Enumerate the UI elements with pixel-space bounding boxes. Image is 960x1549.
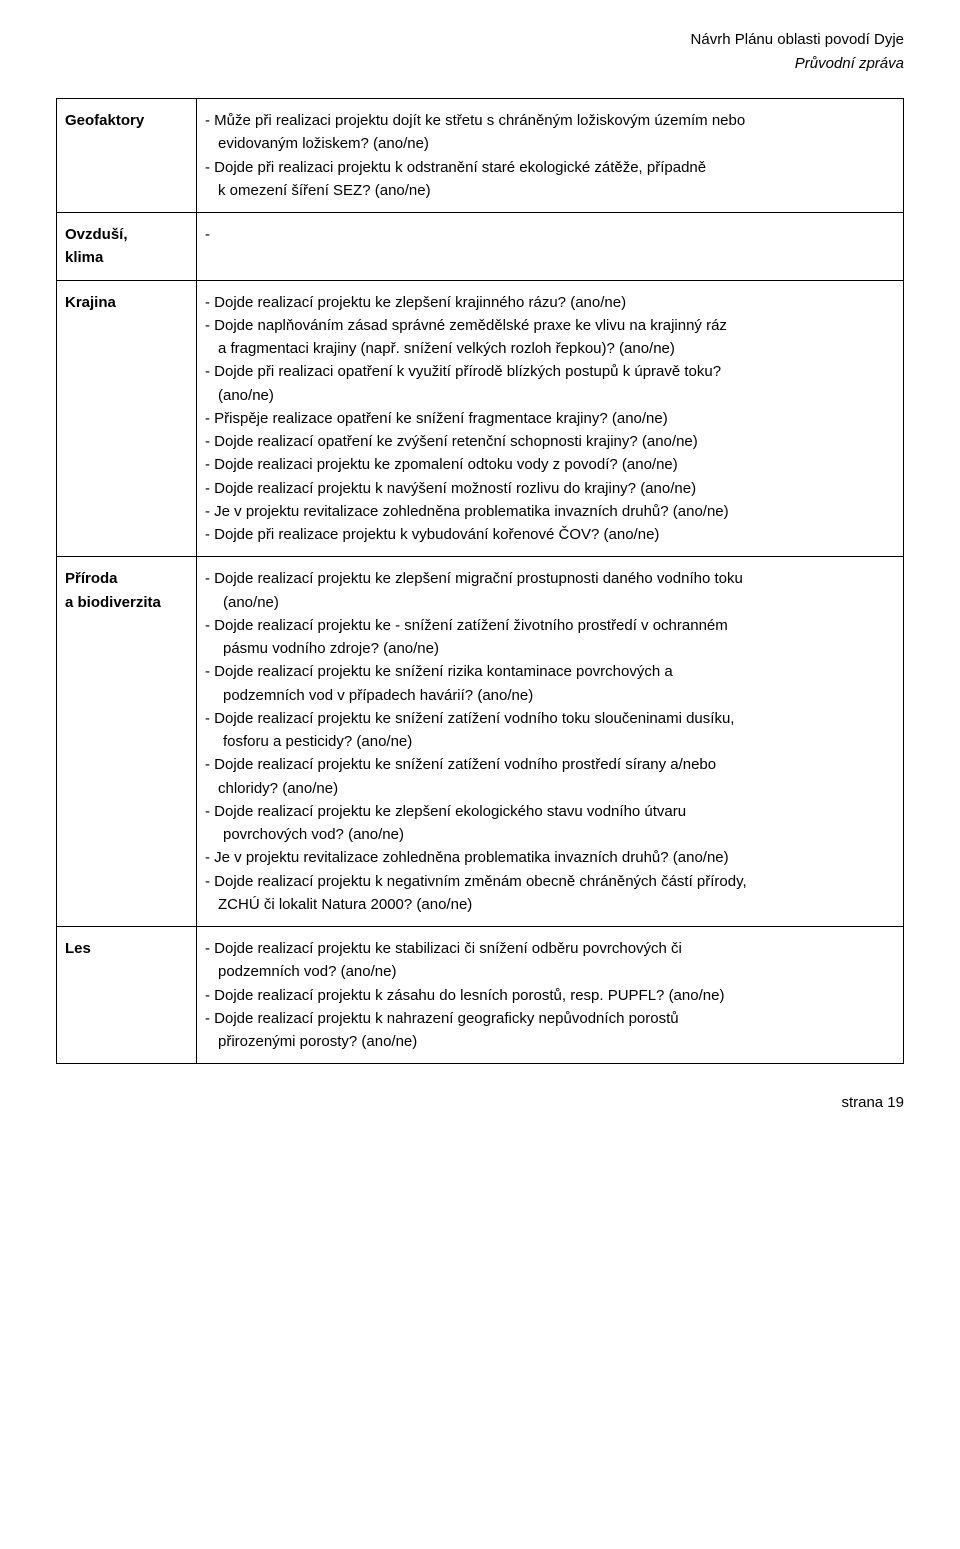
row-label-les: Les [57,927,197,1064]
content-line: (ano/ne) [205,591,895,614]
table-row: Ovzduší, klima - [57,213,904,281]
page-footer: strana 19 [56,1094,904,1111]
content-line: ZCHÚ či lokalit Natura 2000? (ano/ne) [205,893,895,916]
header-line-2: Průvodní zpráva [56,52,904,76]
content-line: - Dojde realizací projektu ke - snížení … [205,614,895,637]
content-line: fosforu a pesticidy? (ano/ne) [205,730,895,753]
content-line: - [205,223,895,246]
label-text: a biodiverzita [65,591,188,614]
content-line: - Dojde realizací opatření ke zvýšení re… [205,430,895,453]
content-line: - Dojde při realizaci projektu k odstran… [205,156,895,179]
content-line: podzemních vod v případech havárií? (ano… [205,684,895,707]
row-label-ovzdusi: Ovzduší, klima [57,213,197,281]
page-number: strana 19 [841,1094,904,1111]
content-line: (ano/ne) [205,384,895,407]
row-content-les: - Dojde realizací projektu ke stabilizac… [197,927,904,1064]
content-line: - Je v projektu revitalizace zohledněna … [205,846,895,869]
row-label-geofaktory: Geofaktory [57,99,197,213]
content-line: povrchových vod? (ano/ne) [205,823,895,846]
content-line: - Dojde realizací projektu k zásahu do l… [205,984,895,1007]
content-line: pásmu vodního zdroje? (ano/ne) [205,637,895,660]
content-line: - Dojde realizací projektu k navýšení mo… [205,477,895,500]
content-line: chloridy? (ano/ne) [205,777,895,800]
label-text: Les [65,940,91,957]
content-line: - Dojde realizací projektu ke snížení za… [205,707,895,730]
label-text: klima [65,246,188,269]
row-content-krajina: - Dojde realizací projektu ke zlepšení k… [197,280,904,557]
row-content-priroda: - Dojde realizací projektu ke zlepšení m… [197,557,904,927]
content-line: - Dojde realizací projektu ke snížení za… [205,753,895,776]
table-row: Geofaktory - Může při realizaci projektu… [57,99,904,213]
content-line: - Může při realizaci projektu dojít ke s… [205,109,895,132]
content-line: - Je v projektu revitalizace zohledněna … [205,500,895,523]
content-line: - Dojde při realizaci opatření k využití… [205,360,895,383]
header-line-2-text: Průvodní zpráva [795,55,904,72]
content-line: k omezení šíření SEZ? (ano/ne) [205,179,895,202]
label-text: Krajina [65,294,116,311]
content-line: - Dojde realizací projektu k nahrazení g… [205,1007,895,1030]
row-label-krajina: Krajina [57,280,197,557]
row-content-geofaktory: - Může při realizaci projektu dojít ke s… [197,99,904,213]
row-label-priroda: Příroda a biodiverzita [57,557,197,927]
content-line: - Dojde realizací projektu ke snížení ri… [205,660,895,683]
content-line: a fragmentaci krajiny (např. snížení vel… [205,337,895,360]
label-text: Příroda [65,567,188,590]
content-line: podzemních vod? (ano/ne) [205,960,895,983]
label-text: Ovzduší, [65,223,188,246]
criteria-table: Geofaktory - Může při realizaci projektu… [56,98,904,1064]
page-header: Návrh Plánu oblasti povodí Dyje Průvodní… [56,28,904,76]
content-line: - Dojde realizací projektu ke zlepšení m… [205,567,895,590]
content-line: - Dojde realizací projektu k negativním … [205,870,895,893]
content-line: - Dojde realizací projektu ke zlepšení k… [205,291,895,314]
content-line: - Přispěje realizace opatření ke snížení… [205,407,895,430]
header-line-1: Návrh Plánu oblasti povodí Dyje [56,28,904,52]
content-line: - Dojde naplňováním zásad správné zemědě… [205,314,895,337]
row-content-ovzdusi: - [197,213,904,281]
table-row: Příroda a biodiverzita - Dojde realizací… [57,557,904,927]
label-text: Geofaktory [65,112,144,129]
content-line: - Dojde realizaci projektu ke zpomalení … [205,453,895,476]
table-row: Krajina - Dojde realizací projektu ke zl… [57,280,904,557]
content-line: evidovaným ložiskem? (ano/ne) [205,132,895,155]
content-line: - Dojde realizací projektu ke stabilizac… [205,937,895,960]
content-line: přirozenými porosty? (ano/ne) [205,1030,895,1053]
content-line: - Dojde při realizace projektu k vybudov… [205,523,895,546]
table-row: Les - Dojde realizací projektu ke stabil… [57,927,904,1064]
content-line: - Dojde realizací projektu ke zlepšení e… [205,800,895,823]
